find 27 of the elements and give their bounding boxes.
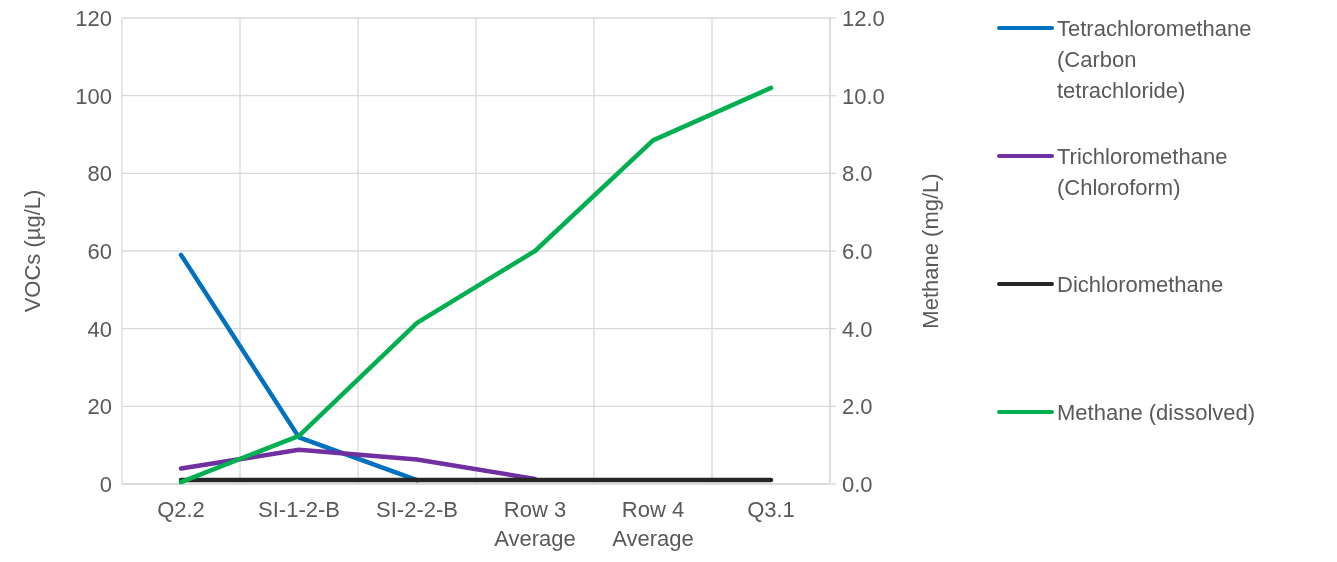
y2-tick-label: 0.0 xyxy=(842,472,873,497)
legend-label: Tetrachloromethane (Carbon tetrachloride) xyxy=(1057,16,1252,103)
y-tick-label: 80 xyxy=(87,161,112,187)
legend-label: Trichloromethane (Chloroform) xyxy=(1057,144,1228,200)
y-tick-label: 60 xyxy=(87,239,112,264)
y-tick-label: 20 xyxy=(87,394,112,420)
y2-tick-label: 10.0 xyxy=(842,83,885,109)
y-tick-label: 0 xyxy=(99,472,112,497)
x-tick-label: SI-2-2-B xyxy=(376,497,458,522)
y-tick-label: 120 xyxy=(75,6,112,31)
y2-tick-label: 4.0 xyxy=(842,316,873,342)
y-tick-label: 100 xyxy=(75,83,112,109)
x-tick-label: Q3.1 xyxy=(747,497,795,522)
x-tick-label: Q2.2 xyxy=(157,497,205,522)
y2-tick-label: 12.0 xyxy=(842,6,885,31)
x-tick-label: SI-1-2-B xyxy=(258,497,340,522)
x-tick-label: Row 3 Average xyxy=(494,497,576,551)
y-tick-label: 40 xyxy=(87,316,112,342)
y-axis-title: VOCs (µg/L) xyxy=(20,189,45,313)
line-series xyxy=(178,85,774,485)
y2-axis-title: Methane (mg/L) xyxy=(918,173,943,329)
y2-tick-label: 6.0 xyxy=(842,239,873,264)
y2-tick-label: 2.0 xyxy=(842,394,873,420)
legend-label: Dichloromethane xyxy=(1057,272,1224,297)
x-tick-label: Row 4 Average xyxy=(612,497,694,551)
legend-label: Methane (dissolved) xyxy=(1057,400,1256,425)
y2-tick-label: 8.0 xyxy=(842,161,873,187)
